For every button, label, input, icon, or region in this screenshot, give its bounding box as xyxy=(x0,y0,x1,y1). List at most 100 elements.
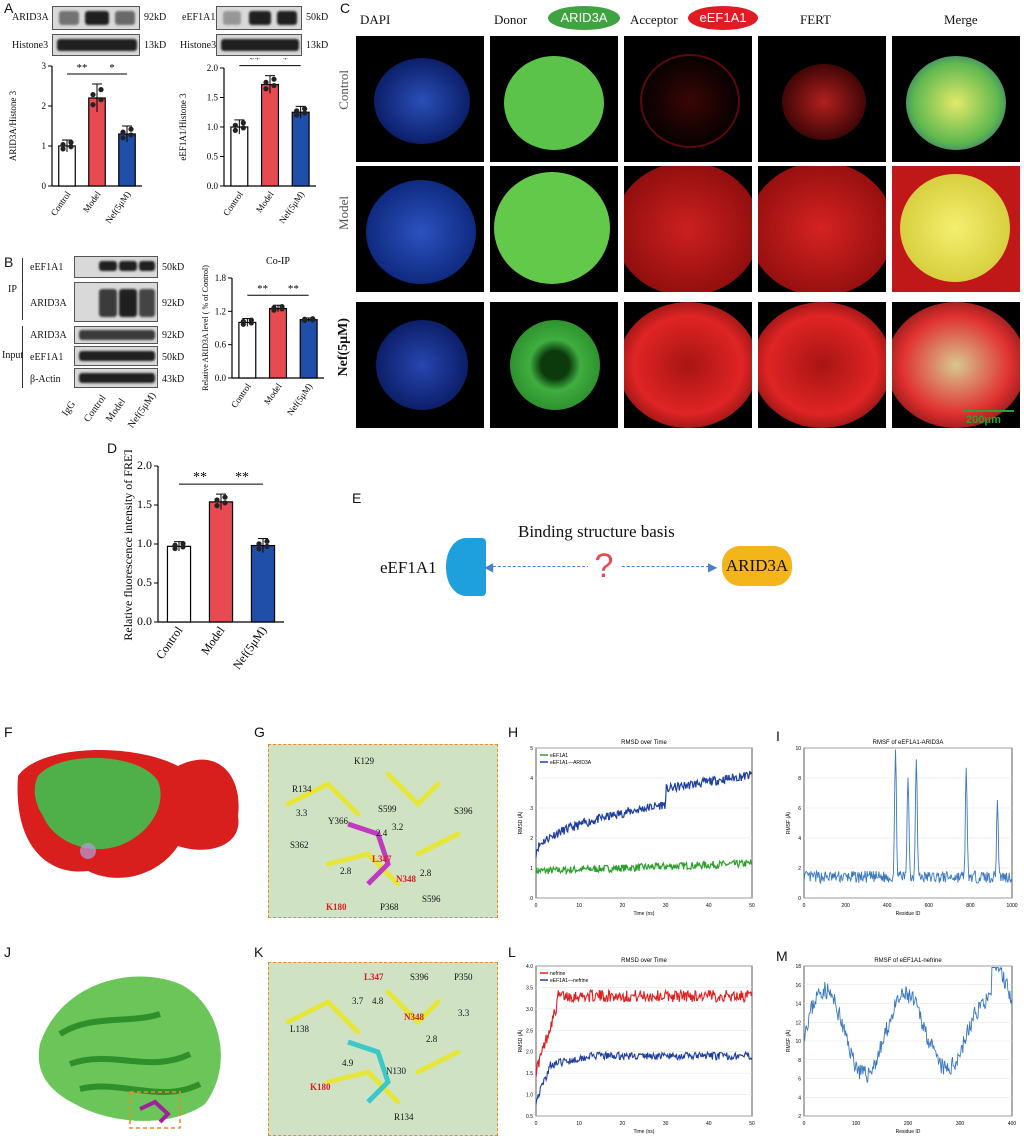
plot-frame xyxy=(535,747,753,899)
data-point xyxy=(263,86,269,92)
x-tick-label: Nef(5μM) xyxy=(277,189,306,225)
data-point xyxy=(120,135,126,141)
blotB-row2-label: ARID3A xyxy=(30,298,67,309)
x-tick-label: Control xyxy=(221,189,245,218)
blot2-protein-label: eEF1A1 xyxy=(182,12,216,23)
y-tick-label: 0.6 xyxy=(215,340,227,350)
rmsf-chart-nefrine: RMSF of eEF1A1-nefrine 0 100 200 300 400 2 4 6 8 1… xyxy=(785,958,1017,1135)
panel-label-b: B xyxy=(4,254,14,270)
data-point xyxy=(232,127,238,133)
y-axis-label: Relative ARID3A level ( % of Control) xyxy=(201,265,210,391)
y-tick-label: 4 xyxy=(798,1095,801,1101)
y-tick-label: 0.0 xyxy=(207,181,219,191)
x-tick-label: 0 xyxy=(535,903,538,909)
y-tick-label: 8 xyxy=(798,1058,801,1064)
y-tick-label: 3.5 xyxy=(526,985,533,991)
x-tick-label: 0 xyxy=(803,1121,806,1127)
panel-label-a: A xyxy=(4,0,14,16)
data-point xyxy=(222,494,228,500)
x-axis-label: Time (ns) xyxy=(634,1129,655,1135)
x-tick-label: 400 xyxy=(883,903,892,909)
row-label-control: Control xyxy=(336,70,351,110)
data-point xyxy=(120,129,126,135)
img-control-fert xyxy=(758,36,886,162)
col-header-donor: Donor xyxy=(494,12,528,27)
bar-model xyxy=(260,83,280,187)
y-axis-label: Relative fluorescence intensity of FRET xyxy=(121,450,135,641)
residue-label: S362 xyxy=(290,840,309,850)
data-point xyxy=(310,316,316,322)
img-model-dapi xyxy=(356,166,484,292)
binding-basis-title: Binding structure basis xyxy=(518,522,675,541)
data-point xyxy=(180,540,186,547)
x-tick-label: Nef(5μM) xyxy=(285,381,314,417)
y-tick-label: 6 xyxy=(798,1077,801,1083)
y-tick-label: 1.0 xyxy=(207,122,219,132)
ip-group-label: IP xyxy=(8,284,17,295)
y-tick-label: 3.0 xyxy=(526,1007,533,1013)
col-header-dapi: DAPI xyxy=(360,12,391,27)
arrow-right-icon: ▶ xyxy=(708,560,718,574)
panel-label-h: H xyxy=(508,724,519,740)
input-group-label: Input xyxy=(2,350,24,361)
y-tick-label: 0.0 xyxy=(137,614,152,628)
eef1a1-label: eEF1A1 xyxy=(380,558,437,577)
residue-label: S396 xyxy=(454,806,473,816)
panel-label-g: G xyxy=(254,724,265,740)
rmsd-chart-arid3a: RMSD over Time 0 10 20 30 40 50 0 1 2 3 4 5 Time (ns)… xyxy=(517,740,755,917)
significance-marker-2: * xyxy=(283,58,289,66)
x-tick-label: Model xyxy=(254,189,276,214)
y-axis-label: RMSF (Å) xyxy=(785,812,792,835)
data-point xyxy=(248,317,254,323)
chart-title: RMSD over Time xyxy=(621,958,667,964)
img-model-acceptor xyxy=(624,166,752,292)
img-nef-merge: 200μm xyxy=(892,302,1020,428)
input-bracket xyxy=(22,326,23,388)
data-point xyxy=(264,543,270,550)
blot1-arid3a-strip xyxy=(52,6,140,30)
residue-label: 4.9 xyxy=(342,1058,354,1068)
x-tick-label: 800 xyxy=(966,903,975,909)
y-tick-label: 2 xyxy=(42,101,47,111)
lane-label-igg: IgG xyxy=(60,399,78,419)
residue-label: S396 xyxy=(410,972,429,982)
panel-label-k: K xyxy=(254,944,264,960)
y-tick-label: 0.5 xyxy=(137,575,152,589)
img-nef-acceptor xyxy=(624,302,752,428)
y-tick-label: 2 xyxy=(530,836,533,842)
y-tick-label: 1.5 xyxy=(526,1071,533,1077)
surface-structure-image xyxy=(17,749,239,878)
residue-sticks xyxy=(285,771,461,887)
lane-label-model: Model xyxy=(104,396,128,425)
x-tick-label: 40 xyxy=(706,903,712,909)
scale-bar xyxy=(962,410,1014,412)
y-tick-label: 3 xyxy=(42,61,47,71)
y-tick-label: 4 xyxy=(530,776,533,782)
x-tick-label: 100 xyxy=(852,1121,861,1127)
data-point xyxy=(68,144,74,150)
chart-coip: 0.0 0.6 1.2 1.8 Control Model Nef(5μM) ** ** Rela… xyxy=(201,256,324,417)
y-tick-label: 6 xyxy=(798,806,801,812)
trace-line xyxy=(803,749,1013,885)
y-tick-label: 10 xyxy=(795,746,801,752)
x-tick-label: 400 xyxy=(1008,1121,1017,1127)
plot-frame xyxy=(535,965,753,1117)
data-point xyxy=(90,92,96,98)
img-nef-dapi xyxy=(356,302,484,428)
img-nef-fert xyxy=(758,302,886,428)
bar-model xyxy=(208,501,234,623)
y-axis-label: ARID3A/Histone 3 xyxy=(8,90,18,161)
data-point xyxy=(214,497,220,503)
residue-label: P350 xyxy=(454,972,473,982)
significance-marker-1: ** xyxy=(257,283,268,295)
y-tick-label: 5 xyxy=(530,746,533,752)
blot2-ctrl-kd: 13kD xyxy=(306,40,329,51)
binding-site-k-labels: L347 S396 P350 3.7 4.8 N348 3.3 L138 2.8 4.9 N130 K… xyxy=(285,972,473,1122)
data-point xyxy=(256,541,262,547)
blotB-row4-strip xyxy=(74,346,158,366)
x-tick-label: Control xyxy=(49,189,73,218)
x-axis-label: Residue ID xyxy=(896,1129,921,1135)
blotB-row1-label: eEF1A1 xyxy=(30,262,64,273)
data-point xyxy=(240,125,246,131)
